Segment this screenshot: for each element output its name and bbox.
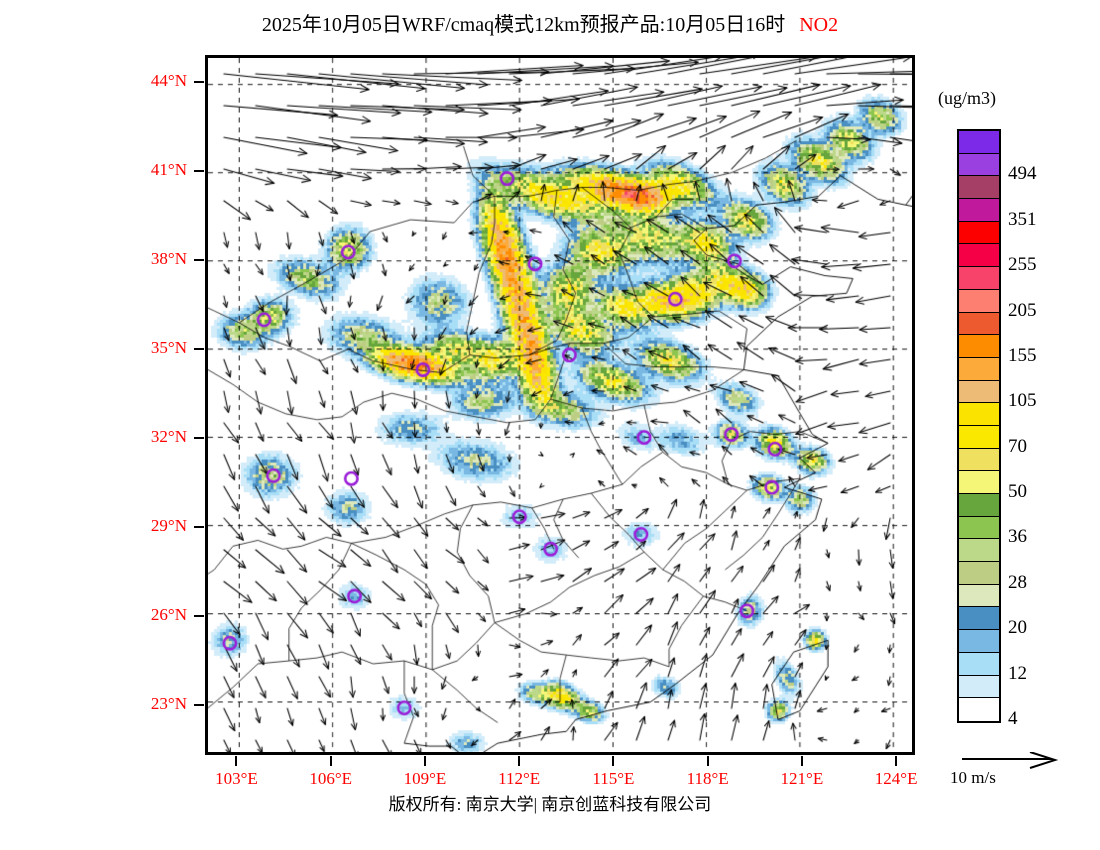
colorbar-band-8 <box>959 312 999 336</box>
copyright-footer: 版权所有: 南京大学| 南京创蓝科技有限公司 <box>388 795 712 814</box>
lon-tick-112 <box>518 756 521 766</box>
lon-tick-109 <box>423 756 426 766</box>
colorbar-band-14 <box>959 448 999 472</box>
lat-tick-29 <box>194 525 204 528</box>
colorbar-tick-351: 351 <box>1008 208 1037 230</box>
colorbar-tick-70: 70 <box>1008 435 1027 457</box>
colorbar-band-6 <box>959 267 999 290</box>
lat-tick-35 <box>194 347 204 350</box>
lat-label-29: 29°N <box>150 515 187 535</box>
colorbar-tick-155: 155 <box>1008 344 1037 366</box>
colorbar-band-3 <box>959 199 999 222</box>
colorbar-band-13 <box>959 425 999 449</box>
colorbar-band-10 <box>959 357 999 381</box>
colorbar-band-18 <box>959 539 999 563</box>
lat-label-23: 23°N <box>150 693 187 713</box>
colorbar-band-9 <box>959 335 999 358</box>
colorbar-band-25 <box>959 698 999 721</box>
colorbar-tick-36: 36 <box>1008 526 1027 548</box>
colorbar-band-22 <box>959 630 999 653</box>
colorbar-tick-255: 255 <box>1008 254 1037 276</box>
lon-label-112: 112°E <box>498 769 541 788</box>
colorbar-band-16 <box>959 494 999 517</box>
colorbar-tick-494: 494 <box>1008 163 1037 185</box>
lat-tick-26 <box>194 614 204 617</box>
lat-tick-44 <box>194 80 204 83</box>
page-title: 2025年10月05日WRF/cmaq模式12km预报产品:10月05日16时 N… <box>0 8 1100 37</box>
wind-scale-arrow <box>960 752 1090 770</box>
colorbar-band-2 <box>959 176 999 200</box>
colorbar-tick-28: 28 <box>1008 571 1027 593</box>
lon-label-121: 121°E <box>780 769 824 788</box>
lon-tick-103 <box>235 756 238 766</box>
lat-label-26: 26°N <box>150 604 187 624</box>
colorbar-band-21 <box>959 607 999 631</box>
colorbar-band-12 <box>959 403 999 426</box>
colorbar-band-7 <box>959 289 999 313</box>
colorbar-tick-20: 20 <box>1008 617 1027 639</box>
colorbar-band-11 <box>959 380 999 404</box>
colorbar-unit-label: (ug/m3) <box>938 88 996 108</box>
lon-tick-124 <box>895 756 898 766</box>
colorbar-band-15 <box>959 471 999 494</box>
lat-label-32: 32°N <box>150 426 187 446</box>
colorbar-band-17 <box>959 516 999 540</box>
lat-label-38: 38°N <box>150 248 187 268</box>
map-raster <box>208 58 912 752</box>
colorbar-tick-12: 12 <box>1008 662 1027 684</box>
lat-tick-41 <box>194 169 204 172</box>
lat-tick-32 <box>194 436 204 439</box>
lon-label-103: 103°E <box>215 769 258 788</box>
lat-label-44: 44°N <box>150 70 187 90</box>
colorbar-band-5 <box>959 244 999 268</box>
colorbar-tick-50: 50 <box>1008 481 1027 503</box>
lon-label-109: 109°E <box>403 769 447 788</box>
species-label: NO2 <box>799 14 839 36</box>
colorbar-band-20 <box>959 584 999 608</box>
colorbar-band-4 <box>959 221 999 245</box>
colorbar-band-1 <box>959 153 999 177</box>
colorbar-band-19 <box>959 562 999 585</box>
lon-tick-106 <box>329 756 332 766</box>
lon-label-118: 118°E <box>686 769 729 788</box>
lat-label-35: 35°N <box>150 337 187 357</box>
colorbar[interactable] <box>957 129 1001 723</box>
lon-tick-115 <box>612 756 615 766</box>
lat-tick-23 <box>194 703 204 706</box>
lon-label-115: 115°E <box>592 769 635 788</box>
lon-tick-118 <box>706 756 709 766</box>
lat-tick-38 <box>194 258 204 261</box>
colorbar-tick-205: 205 <box>1008 299 1037 321</box>
lon-label-124: 124°E <box>874 769 918 788</box>
colorbar-band-0 <box>959 131 999 154</box>
lat-label-41: 41°N <box>150 159 187 179</box>
colorbar-band-24 <box>959 675 999 699</box>
colorbar-tick-105: 105 <box>1008 390 1037 412</box>
wind-scale-label: 10 m/s <box>950 768 996 787</box>
title-text: 2025年10月05日WRF/cmaq模式12km预报产品:10月05日16时 <box>261 14 786 36</box>
colorbar-band-23 <box>959 652 999 676</box>
colorbar-tick-4: 4 <box>1008 708 1018 729</box>
lon-label-106: 106°E <box>309 769 352 788</box>
lon-tick-121 <box>800 756 803 766</box>
forecast-map[interactable] <box>205 55 915 755</box>
